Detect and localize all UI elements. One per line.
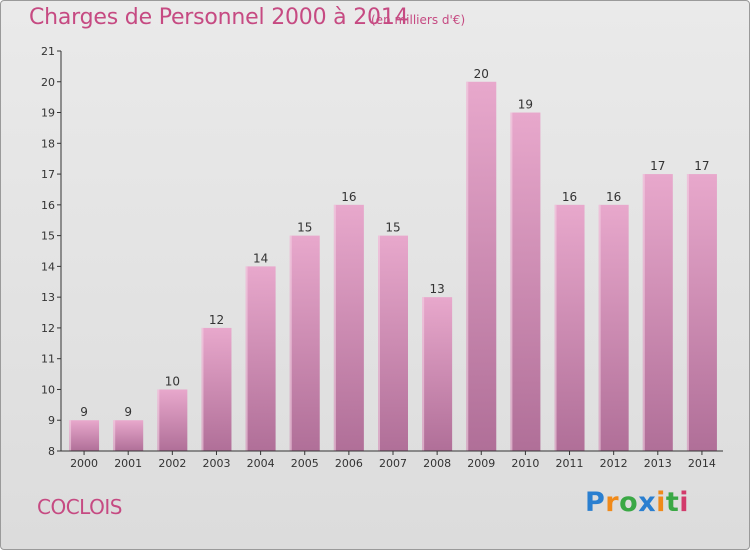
- y-tick-label: 10: [41, 383, 55, 396]
- bar: [554, 204, 585, 451]
- y-tick-label: 8: [48, 445, 55, 458]
- logo-letter: o: [619, 487, 639, 518]
- y-tick-label: 11: [41, 353, 55, 366]
- chart-title: Charges de Personnel 2000 à 2014: [29, 5, 409, 30]
- bar-value-label: 16: [562, 190, 577, 204]
- bar-highlight: [333, 204, 336, 451]
- bar-highlight: [422, 297, 425, 451]
- y-tick-label: 16: [41, 199, 55, 212]
- bar-value-label: 9: [80, 405, 88, 419]
- bar: [333, 204, 364, 451]
- bar-value-label: 16: [341, 190, 356, 204]
- bar-value-label: 17: [694, 159, 709, 173]
- bar-value-label: 20: [474, 67, 489, 81]
- x-tick-label: 2013: [644, 457, 672, 470]
- bars-group: 9 9 10 12 14 15 16 15 13 20 19 16 16 17 17: [69, 67, 717, 452]
- bar-highlight: [598, 204, 601, 451]
- logo-letter: t: [665, 487, 680, 518]
- bar-highlight: [510, 112, 513, 452]
- bar-value-label: 15: [385, 221, 400, 235]
- y-tick-label: 20: [41, 76, 55, 89]
- bar-value-label: 10: [165, 374, 180, 388]
- chart-subtitle: (en milliers d'€): [371, 13, 466, 27]
- x-tick-label: 2000: [70, 457, 98, 470]
- bar-value-label: 19: [518, 98, 533, 112]
- bar-value-label: 14: [253, 251, 268, 265]
- bar: [157, 389, 188, 451]
- bar-highlight: [157, 389, 160, 451]
- proxiti-logo[interactable]: Proxiti: [585, 487, 689, 518]
- logo-letter: i: [679, 487, 690, 518]
- y-tick-label: 13: [41, 291, 55, 304]
- bar-value-label: 16: [606, 190, 621, 204]
- x-tick-label: 2009: [467, 457, 495, 470]
- bar: [378, 235, 408, 451]
- bar: [201, 327, 232, 451]
- bar-value-label: 17: [650, 159, 665, 173]
- bar-value-label: 13: [429, 282, 444, 296]
- y-tick-label: 19: [41, 107, 55, 120]
- bar-highlight: [686, 174, 689, 452]
- bar-highlight: [69, 420, 72, 451]
- commune-name: COCLOIS: [37, 495, 122, 519]
- x-tick-label: 2001: [114, 457, 142, 470]
- logo-letter: x: [638, 487, 657, 518]
- x-tick-label: 2011: [556, 457, 584, 470]
- x-tick-label: 2002: [158, 457, 186, 470]
- logo-letter: P: [585, 487, 606, 518]
- bar-value-label: 12: [209, 313, 224, 327]
- y-tick-label: 12: [41, 322, 55, 335]
- x-tick-label: 2008: [423, 457, 451, 470]
- bar: [113, 420, 144, 451]
- y-tick-label: 14: [41, 260, 55, 273]
- x-tick-label: 2012: [600, 457, 628, 470]
- y-tick-label: 18: [41, 137, 55, 150]
- x-tick-label: 2010: [511, 457, 539, 470]
- bar-highlight: [289, 235, 292, 451]
- x-tick-label: 2007: [379, 457, 407, 470]
- bar-highlight: [201, 327, 204, 451]
- bar-value-label: 15: [297, 221, 312, 235]
- bar-highlight: [466, 81, 469, 452]
- x-tick-label: 2014: [688, 457, 716, 470]
- logo-letter: i: [656, 487, 666, 518]
- bar: [422, 297, 453, 451]
- bar-highlight: [642, 174, 645, 452]
- bar: [598, 204, 629, 451]
- logo-letter: r: [605, 487, 620, 518]
- axes-group: 8 9 10 11 12 13 14 15 16 17 18 19 20 21 2000 2001 2002 20…: [41, 45, 723, 470]
- bar-value-label: 9: [124, 405, 132, 419]
- bar-highlight: [378, 235, 380, 451]
- x-tick-label: 2006: [335, 457, 363, 470]
- y-tick-label: 17: [41, 168, 55, 181]
- bar: [289, 235, 320, 451]
- x-tick-label: 2005: [291, 457, 319, 470]
- bar-highlight: [554, 204, 557, 451]
- y-tick-label: 21: [41, 45, 55, 58]
- y-tick-label: 15: [41, 230, 55, 243]
- bar-highlight: [245, 266, 248, 451]
- x-tick-label: 2003: [202, 457, 230, 470]
- bar: [510, 112, 541, 452]
- bar: [69, 420, 100, 451]
- bar: [686, 174, 717, 452]
- bar-highlight: [113, 420, 116, 451]
- y-tick-label: 9: [48, 414, 55, 427]
- bar: [466, 81, 497, 452]
- bar: [245, 266, 276, 451]
- x-tick-label: 2004: [247, 457, 275, 470]
- bar: [642, 174, 673, 452]
